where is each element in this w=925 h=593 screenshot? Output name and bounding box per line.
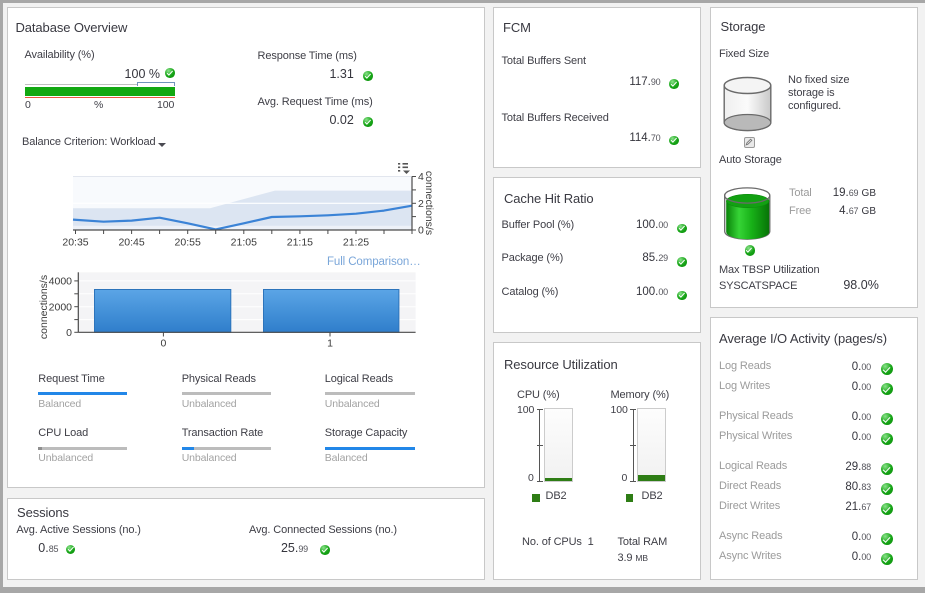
svg-text:4000: 4000 xyxy=(49,276,73,288)
svg-text:0: 0 xyxy=(160,338,166,350)
svg-text:21:05: 21:05 xyxy=(231,237,257,249)
svg-text:0: 0 xyxy=(66,327,72,339)
svg-text:20:35: 20:35 xyxy=(62,237,88,249)
svg-text:21:25: 21:25 xyxy=(343,237,369,249)
svg-text:1: 1 xyxy=(327,338,333,350)
svg-text:connections/s: connections/s xyxy=(423,171,435,235)
svg-text:0: 0 xyxy=(418,225,424,237)
svg-text:20:45: 20:45 xyxy=(118,237,144,249)
svg-text:20:55: 20:55 xyxy=(175,237,201,249)
svg-text:2: 2 xyxy=(418,198,424,210)
svg-text:21:15: 21:15 xyxy=(287,237,313,249)
svg-text:2000: 2000 xyxy=(49,302,73,314)
svg-text:4: 4 xyxy=(418,171,424,183)
svg-text:connections/s: connections/s xyxy=(38,275,50,339)
